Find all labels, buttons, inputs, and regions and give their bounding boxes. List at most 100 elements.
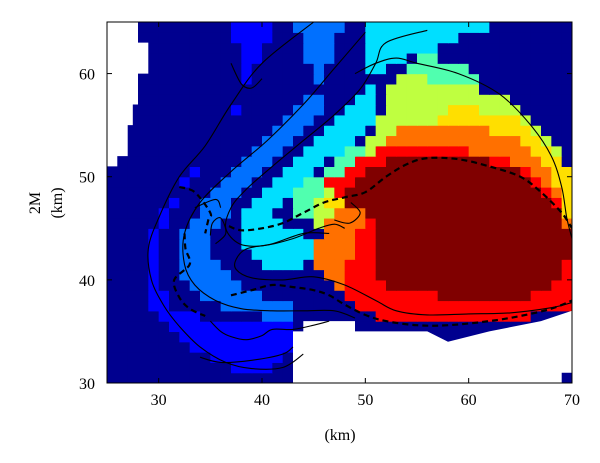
heatmap-cell — [262, 207, 273, 219]
heatmap-cell — [241, 104, 253, 116]
heatmap-cell — [313, 104, 325, 116]
heatmap-cell — [169, 352, 180, 363]
heatmap-cell — [406, 207, 418, 219]
heatmap-cell — [189, 73, 201, 85]
heatmap-cell — [293, 52, 304, 64]
heatmap-cell — [541, 63, 552, 75]
heatmap-cell — [510, 187, 521, 198]
heatmap-cell — [396, 94, 408, 106]
heatmap-cell — [200, 269, 211, 281]
heatmap-cell — [561, 269, 572, 281]
heatmap-cell — [158, 63, 170, 75]
heatmap-cell — [551, 83, 563, 95]
heatmap-cell — [396, 104, 408, 116]
heatmap-cell — [293, 321, 304, 333]
heatmap-cell — [272, 279, 284, 291]
heatmap-cell — [251, 362, 263, 374]
heatmap-cell — [448, 269, 459, 281]
heatmap-cell — [251, 279, 263, 291]
heatmap-cell — [427, 63, 439, 75]
heatmap-cell — [417, 176, 428, 188]
heatmap-cell — [127, 217, 139, 229]
heatmap-cell — [303, 228, 315, 240]
heatmap-cell — [396, 217, 408, 229]
heatmap-cell — [210, 156, 222, 167]
heatmap-cell — [210, 259, 222, 271]
heatmap-cell — [127, 321, 139, 333]
heatmap-cell — [541, 269, 552, 281]
heatmap-cell — [262, 73, 273, 85]
heatmap-cell — [138, 22, 149, 33]
heatmap-cell — [427, 279, 439, 291]
heatmap-cell — [355, 290, 366, 302]
heatmap-cell — [479, 207, 490, 219]
heatmap-cell — [396, 22, 408, 33]
heatmap-cell — [448, 238, 459, 250]
heatmap-cell — [313, 269, 325, 281]
heatmap-cell — [313, 52, 325, 64]
heatmap-cell — [561, 228, 572, 240]
heatmap-cell — [117, 228, 129, 240]
heatmap-cell — [231, 279, 242, 291]
heatmap-cell — [138, 114, 149, 126]
heatmap-cell — [510, 248, 521, 260]
heatmap-cell — [169, 300, 180, 312]
heatmap-cell — [127, 259, 139, 271]
heatmap-cell — [117, 290, 129, 302]
heatmap-cell — [231, 300, 242, 312]
heatmap-cell — [406, 321, 418, 333]
heatmap-cell — [417, 42, 428, 54]
heatmap-cell — [251, 135, 263, 147]
heatmap-cell — [499, 238, 511, 250]
heatmap-cell — [386, 279, 397, 291]
heatmap-cell — [158, 187, 170, 198]
heatmap-cell — [117, 176, 129, 188]
heatmap-cell — [158, 156, 170, 167]
heatmap-cell — [406, 63, 418, 75]
heatmap-cell — [138, 187, 149, 198]
heatmap-cell — [344, 83, 356, 95]
heatmap-cell — [148, 32, 160, 44]
heatmap-cell — [520, 73, 532, 85]
heatmap-cell — [406, 310, 418, 322]
heatmap-cell — [406, 83, 418, 95]
heatmap-cell — [344, 156, 356, 167]
heatmap-cell — [551, 94, 563, 106]
heatmap-cell — [355, 145, 366, 157]
heatmap-cell — [169, 125, 180, 137]
heatmap-cell — [530, 32, 542, 44]
heatmap-cell — [189, 145, 201, 157]
heatmap-cell — [437, 73, 449, 85]
heatmap-cell — [262, 32, 273, 44]
heatmap-cell — [458, 63, 470, 75]
heatmap-cell — [127, 104, 139, 116]
heatmap-cell — [551, 114, 563, 126]
heatmap-cell — [158, 125, 170, 137]
heatmap-cell — [551, 279, 563, 291]
heatmap-cell — [138, 83, 149, 95]
heatmap-cell — [169, 83, 180, 95]
heatmap-cell — [272, 176, 284, 188]
heatmap-cell — [530, 22, 542, 33]
heatmap-cell — [344, 197, 356, 209]
heatmap-cell — [220, 176, 232, 188]
heatmap-cell — [148, 114, 160, 126]
heatmap-cell — [231, 352, 242, 363]
heatmap-cell — [251, 248, 263, 260]
heatmap-cell — [375, 156, 387, 167]
heatmap-cell — [127, 166, 139, 178]
heatmap-cell — [251, 73, 263, 85]
heatmap-cell — [386, 187, 397, 198]
heatmap-cell — [241, 166, 253, 178]
heatmap-cell — [220, 197, 232, 209]
heatmap-cell — [437, 166, 449, 178]
heatmap-cell — [200, 104, 211, 116]
heatmap-cell — [220, 187, 232, 198]
heatmap-cell — [210, 22, 222, 33]
heatmap-cell — [386, 290, 397, 302]
heatmap-cell — [189, 52, 201, 64]
heatmap-cell — [313, 310, 325, 322]
heatmap-cell — [406, 166, 418, 178]
heatmap-cell — [231, 166, 242, 178]
heatmap-cell — [220, 290, 232, 302]
